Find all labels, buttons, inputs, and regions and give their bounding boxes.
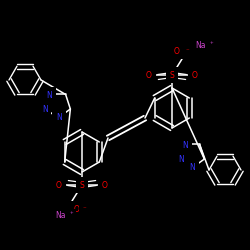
Text: N: N [56, 112, 62, 122]
Text: N: N [189, 162, 195, 172]
Text: N: N [182, 141, 188, 150]
Text: S: S [80, 180, 84, 190]
Text: O: O [102, 180, 108, 190]
Text: Na: Na [195, 40, 205, 50]
Text: ⁻: ⁻ [82, 206, 86, 212]
Text: N: N [42, 104, 48, 114]
Text: N: N [178, 154, 184, 164]
Text: ⁺: ⁺ [69, 212, 73, 218]
Text: ⁺: ⁺ [209, 42, 213, 48]
Text: N: N [46, 91, 52, 100]
Text: Na: Na [55, 210, 65, 220]
Text: S: S [170, 70, 174, 80]
Text: ⁻: ⁻ [185, 48, 189, 54]
Text: O: O [174, 46, 180, 56]
Text: O: O [146, 70, 152, 80]
Text: O: O [192, 70, 198, 80]
Text: O: O [74, 204, 80, 214]
Text: O: O [56, 180, 62, 190]
